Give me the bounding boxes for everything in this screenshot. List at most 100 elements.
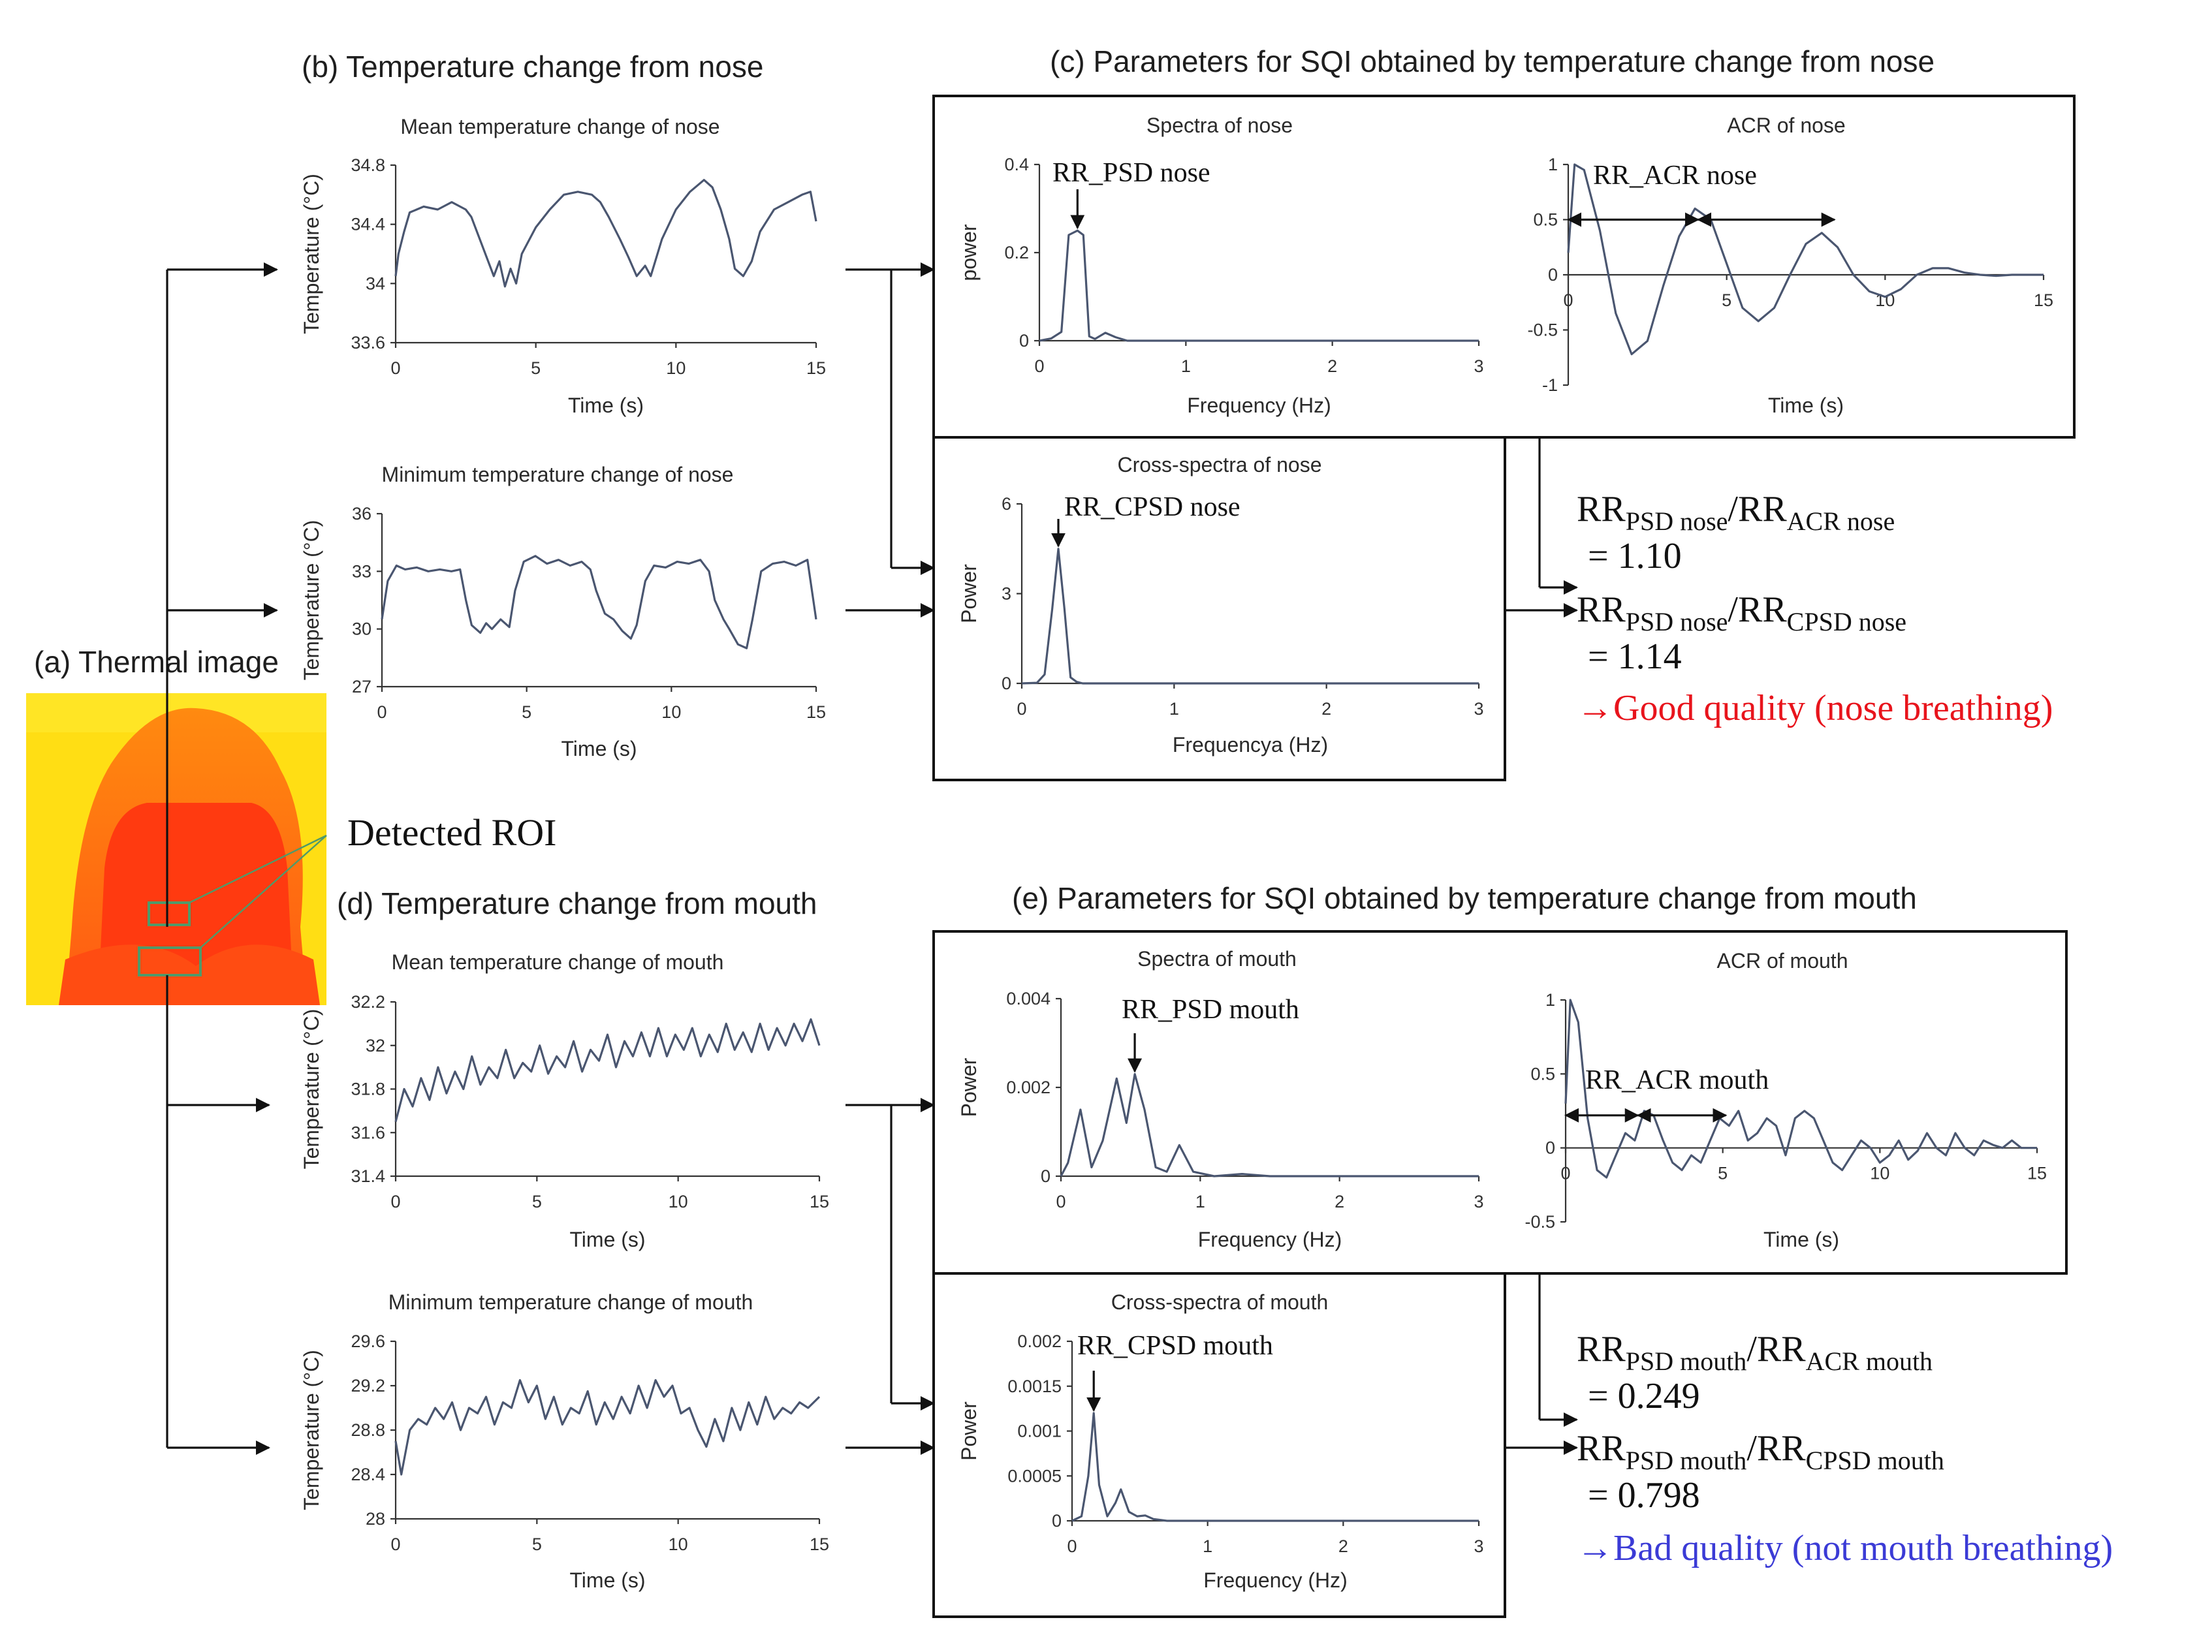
chart-mean-mouth: Mean temperature change of mouth 31.4 31.6… xyxy=(300,950,829,1251)
x-tick-label: 0 xyxy=(1034,356,1044,376)
y-tick-label: 33.6 xyxy=(351,333,385,352)
nose-ratio-2-value: = 1.14 xyxy=(1588,636,1682,677)
peak-annotation: RR_PSD mouth xyxy=(1122,995,1299,1025)
chart-mean-nose: Mean temperature change of nose 33.6 34 34.… xyxy=(300,115,826,417)
x-axis-label: Frequencya (Hz) xyxy=(1173,733,1328,756)
y-tick-label: 27 xyxy=(352,677,371,696)
x-tick-label: 10 xyxy=(669,1535,688,1554)
y-tick-label: 3 xyxy=(1002,584,1011,604)
x-tick-label: 15 xyxy=(806,702,826,722)
x-tick-label: 0 xyxy=(1017,699,1026,719)
x-tick-label: 15 xyxy=(2034,290,2053,310)
y-tick-label: 29.2 xyxy=(351,1376,385,1395)
y-tick-label: 0.4 xyxy=(1004,155,1029,174)
y-tick-label: 0.001 xyxy=(1017,1422,1062,1441)
y-tick-label: 34.8 xyxy=(351,155,385,175)
x-axis-label: Time (s) xyxy=(1768,394,1844,417)
peak-annotation: RR_ACR mouth xyxy=(1585,1065,1769,1095)
y-axis-label: Temperature (°C) xyxy=(300,1350,323,1510)
series-line xyxy=(1060,1072,1479,1177)
chart-title: Mean temperature change of mouth xyxy=(392,950,724,974)
x-tick-label: 5 xyxy=(532,1192,542,1211)
x-tick-label: 10 xyxy=(1870,1164,1889,1183)
peak-annotation: RR_CPSD nose xyxy=(1064,492,1240,522)
section-d-title: (d) Temperature change from mouth xyxy=(337,886,817,920)
y-tick-label: -0.5 xyxy=(1525,1212,1555,1232)
flow-arrows-nose xyxy=(845,262,1578,617)
y-tick-label: 28 xyxy=(366,1509,385,1529)
x-axis-label: Time (s) xyxy=(1763,1228,1839,1251)
chart-spectra-mouth: Spectra of mouth 0 0.002 0.004 0 1 2 3 Frequency… xyxy=(957,947,1484,1251)
x-tick-label: 0 xyxy=(1563,290,1573,310)
x-tick-label: 1 xyxy=(1169,699,1179,719)
x-tick-label: 2 xyxy=(1327,356,1337,376)
y-tick-label: 0.0005 xyxy=(1007,1466,1062,1486)
chart-title: Spectra of mouth xyxy=(1137,947,1297,971)
x-axis-label: Time (s) xyxy=(569,1228,645,1251)
x-tick-label: 5 xyxy=(531,358,541,378)
mouth-ratio-1-value: = 0.249 xyxy=(1588,1376,1700,1416)
y-tick-label: 32.2 xyxy=(351,992,385,1012)
chart-title: Minimum temperature change of nose xyxy=(382,463,734,486)
y-tick-label: 30 xyxy=(352,619,371,639)
series-line xyxy=(394,179,817,288)
peak-annotation: RR_PSD nose xyxy=(1052,158,1210,188)
flow-arrows-mouth xyxy=(845,1098,1578,1455)
x-tick-label: 3 xyxy=(1474,1536,1483,1556)
x-tick-label: 1 xyxy=(1181,356,1191,376)
y-tick-label: 29.6 xyxy=(351,1332,385,1351)
x-tick-label: 5 xyxy=(1718,1164,1728,1183)
nose-parameters-box xyxy=(932,95,2076,439)
y-tick-label: 1 xyxy=(1545,990,1555,1010)
x-tick-label: 0 xyxy=(1067,1536,1077,1556)
mouth-ratio-2: RRPSD mouth/RRCPSD mouth xyxy=(1577,1428,1944,1475)
y-tick-label: 31.6 xyxy=(351,1123,385,1142)
x-tick-label: 2 xyxy=(1338,1536,1348,1556)
y-tick-label: 0.5 xyxy=(1533,210,1558,230)
y-tick-label: 0 xyxy=(1002,674,1011,693)
x-tick-label: 0 xyxy=(1056,1192,1066,1211)
y-tick-label: 0.002 xyxy=(1017,1332,1062,1351)
section-b-title: (b) Temperature change from nose xyxy=(302,50,763,84)
y-tick-label: 34 xyxy=(366,273,385,293)
charts: Mean temperature change of nose 33.6 34 34.… xyxy=(300,114,2053,1592)
chart-title: ACR of mouth xyxy=(1717,949,1848,973)
series-line xyxy=(394,1018,821,1123)
y-tick-label: 0.002 xyxy=(1006,1078,1051,1097)
series-line xyxy=(1021,548,1479,685)
x-axis-label: Time (s) xyxy=(561,737,637,760)
x-tick-label: 15 xyxy=(806,358,826,378)
y-tick-label: 0 xyxy=(1548,265,1558,285)
x-tick-label: 3 xyxy=(1474,699,1483,719)
y-axis-label: Power xyxy=(957,1401,981,1461)
y-tick-label: 31.8 xyxy=(351,1080,385,1099)
y-axis-label: Temperature (°C) xyxy=(300,1009,323,1170)
y-tick-label: 1 xyxy=(1548,155,1558,174)
series-line xyxy=(1039,229,1479,342)
x-tick-label: 5 xyxy=(532,1535,542,1554)
x-tick-label: 15 xyxy=(810,1192,829,1211)
mouth-cross-box xyxy=(932,1272,1506,1618)
y-tick-label: 34.4 xyxy=(351,215,385,234)
y-tick-label: 33 xyxy=(352,561,371,581)
x-tick-label: 15 xyxy=(2027,1164,2047,1183)
x-tick-label: 10 xyxy=(666,358,686,378)
y-tick-label: 0.004 xyxy=(1006,989,1051,1008)
y-axis-label: power xyxy=(957,224,981,281)
x-tick-label: 2 xyxy=(1321,699,1331,719)
x-tick-label: 0 xyxy=(390,1192,400,1211)
x-tick-label: 0 xyxy=(390,358,400,378)
y-tick-label: 31.4 xyxy=(351,1166,385,1186)
y-axis-label: Temperature (°C) xyxy=(300,520,323,681)
x-tick-label: 5 xyxy=(1722,290,1731,310)
peak-annotation: RR_CPSD mouth xyxy=(1077,1331,1273,1361)
y-tick-label: 28.8 xyxy=(351,1420,385,1440)
nose-ratio-1: RRPSD nose/RRACR nose xyxy=(1577,489,1895,536)
x-axis-label: Time (s) xyxy=(568,394,644,417)
y-tick-label: 32 xyxy=(366,1036,385,1055)
y-tick-label: 0 xyxy=(1041,1166,1051,1186)
thermal-image xyxy=(26,693,327,1005)
x-tick-label: 0 xyxy=(1560,1164,1570,1183)
y-axis-label: Temperature (°C) xyxy=(300,174,323,334)
